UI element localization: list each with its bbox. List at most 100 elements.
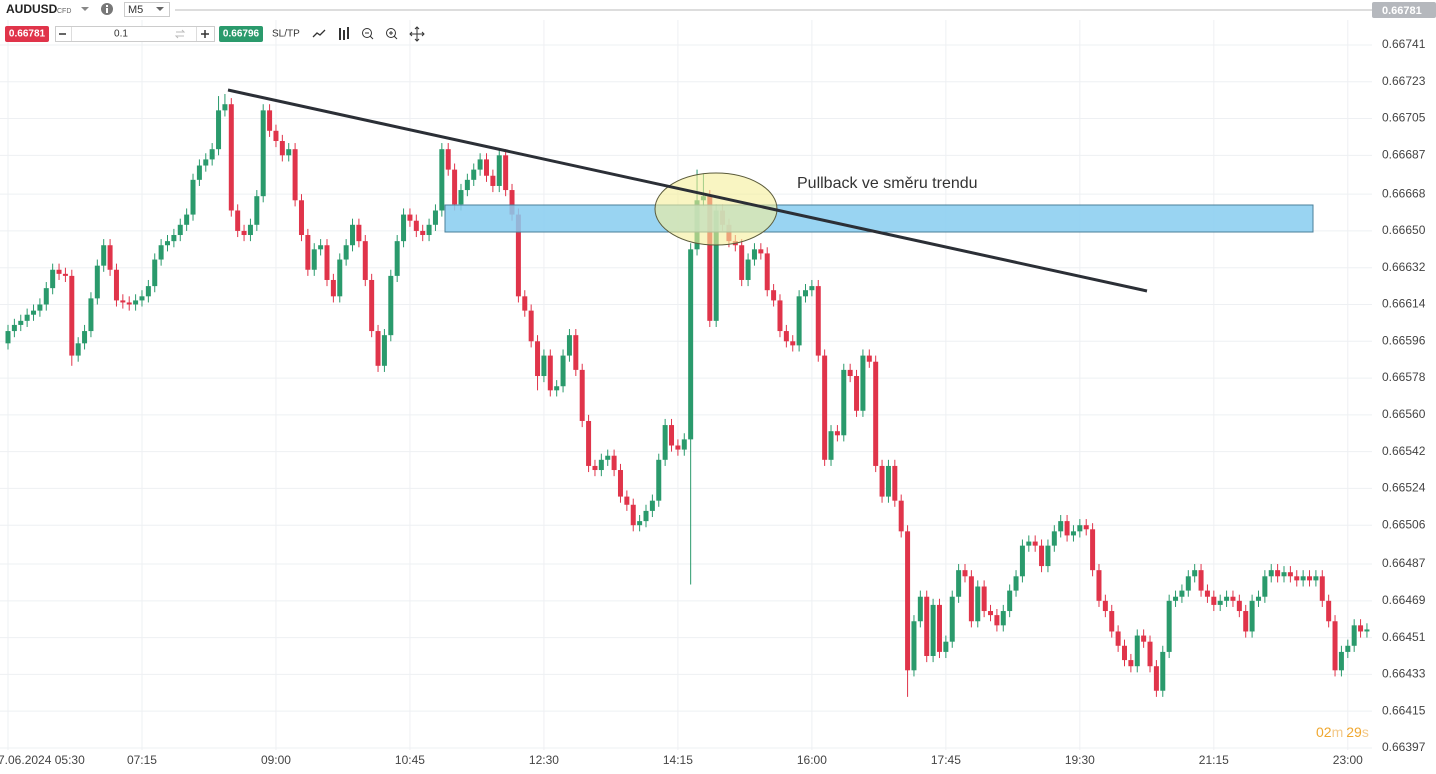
- candle-body: [439, 149, 445, 211]
- candle-body: [318, 245, 324, 250]
- candle-body: [165, 241, 170, 246]
- candle-body: [401, 214, 407, 242]
- buy-button[interactable]: [219, 26, 263, 42]
- candle-body: [930, 604, 936, 656]
- candle-body: [834, 431, 840, 436]
- candle-body: [1307, 576, 1313, 581]
- candle-body: [1070, 531, 1076, 536]
- candle-body: [579, 369, 585, 421]
- candle-body: [598, 459, 604, 471]
- candle-body: [464, 179, 470, 191]
- candle-body: [413, 220, 419, 231]
- candle-body: [69, 275, 75, 356]
- candle-body: [503, 155, 509, 191]
- timeframe-select[interactable]: [124, 2, 170, 17]
- candle-body: [101, 245, 107, 266]
- candle-body: [662, 425, 668, 460]
- y-tick-label: 0.66433: [1382, 667, 1426, 681]
- candle-body: [1096, 570, 1102, 601]
- candle-body: [298, 200, 304, 236]
- y-tick-label: 0.66705: [1382, 111, 1426, 125]
- candle-body: [1338, 651, 1344, 671]
- y-tick-label: 0.66542: [1382, 444, 1426, 458]
- candle-body: [783, 331, 789, 342]
- candle-body: [1217, 600, 1223, 605]
- trend-line: [227, 88, 1148, 293]
- candle-body: [11, 324, 17, 332]
- candle-body: [1019, 545, 1025, 577]
- candle-body: [1039, 545, 1045, 567]
- candle-body: [1243, 611, 1249, 632]
- candle-body: [254, 196, 260, 225]
- line-tool[interactable]: [312, 29, 326, 38]
- candle-body: [1287, 572, 1293, 577]
- symbol[interactable]: AUDUSD: [6, 2, 58, 16]
- candle-body: [190, 179, 196, 215]
- candle-body: [1122, 645, 1127, 661]
- candle-body: [241, 230, 247, 236]
- candle-body: [924, 596, 930, 656]
- candle-body: [617, 470, 623, 497]
- candle-body: [50, 269, 56, 289]
- candle-body: [1364, 629, 1370, 632]
- candle-body: [547, 355, 553, 391]
- candle-body: [873, 361, 879, 466]
- candle-body: [343, 245, 349, 260]
- candle-body: [432, 210, 438, 225]
- swap-icon[interactable]: [174, 29, 186, 39]
- symbol-dropdown[interactable]: [81, 7, 89, 11]
- sl-tp[interactable]: SL/TP: [272, 29, 300, 40]
- candle-body: [107, 245, 113, 270]
- sell-button[interactable]: [5, 26, 49, 42]
- candle-body: [554, 386, 560, 391]
- candle-body: [496, 155, 502, 186]
- candle-body: [949, 596, 955, 642]
- lot-input[interactable]: [55, 26, 215, 42]
- x-tick-label: 12:30: [529, 753, 559, 767]
- candle-body: [866, 355, 872, 362]
- candle-body: [560, 355, 566, 387]
- candle-body: [975, 586, 981, 622]
- candle-body: [426, 224, 432, 236]
- lot-size: 0.1: [114, 29, 128, 40]
- candle-body: [1026, 541, 1032, 546]
- candle-body: [1102, 600, 1108, 612]
- candle-body: [1128, 660, 1134, 667]
- candle-body: [184, 214, 190, 225]
- candle-body: [337, 259, 343, 297]
- candle-body: [37, 304, 43, 311]
- zoom-in[interactable]: [386, 28, 396, 38]
- last-price-badge: [1372, 2, 1436, 18]
- candle-body: [286, 149, 292, 156]
- x-axis: 7.06.2024 05:30 07:15 09:00 10:45 12:30 14:15…: [0, 753, 1363, 767]
- zoom-out[interactable]: [362, 28, 372, 38]
- candle-body: [1000, 611, 1006, 626]
- last-price: 0.66781: [1382, 5, 1422, 17]
- candle-body: [139, 296, 145, 301]
- candle-body: [1230, 596, 1236, 601]
- candle-body: [515, 214, 521, 297]
- candle-body: [1109, 611, 1115, 632]
- candle-body: [541, 355, 547, 377]
- candle-body: [1077, 525, 1083, 532]
- candle-body: [758, 249, 764, 254]
- zoom-out-glyph: [365, 32, 374, 40]
- candle-body: [133, 300, 139, 305]
- candle-body: [362, 241, 368, 280]
- candle-body: [815, 286, 821, 356]
- candle-body: [452, 169, 458, 205]
- candle-body: [1064, 521, 1070, 536]
- chart-type[interactable]: [339, 27, 349, 40]
- pan-tool[interactable]: [409, 26, 425, 42]
- candle-body: [885, 465, 891, 497]
- candle-body: [273, 130, 279, 142]
- candle-body: [1211, 596, 1217, 605]
- x-tick-label: 17:45: [931, 753, 961, 767]
- candle-body: [1281, 572, 1287, 577]
- candle-body: [1007, 590, 1013, 612]
- candle-body: [62, 273, 68, 276]
- candle-body: [330, 279, 336, 297]
- candle-body: [1358, 625, 1364, 632]
- candle-body: [177, 224, 183, 236]
- candle-body: [1083, 525, 1089, 530]
